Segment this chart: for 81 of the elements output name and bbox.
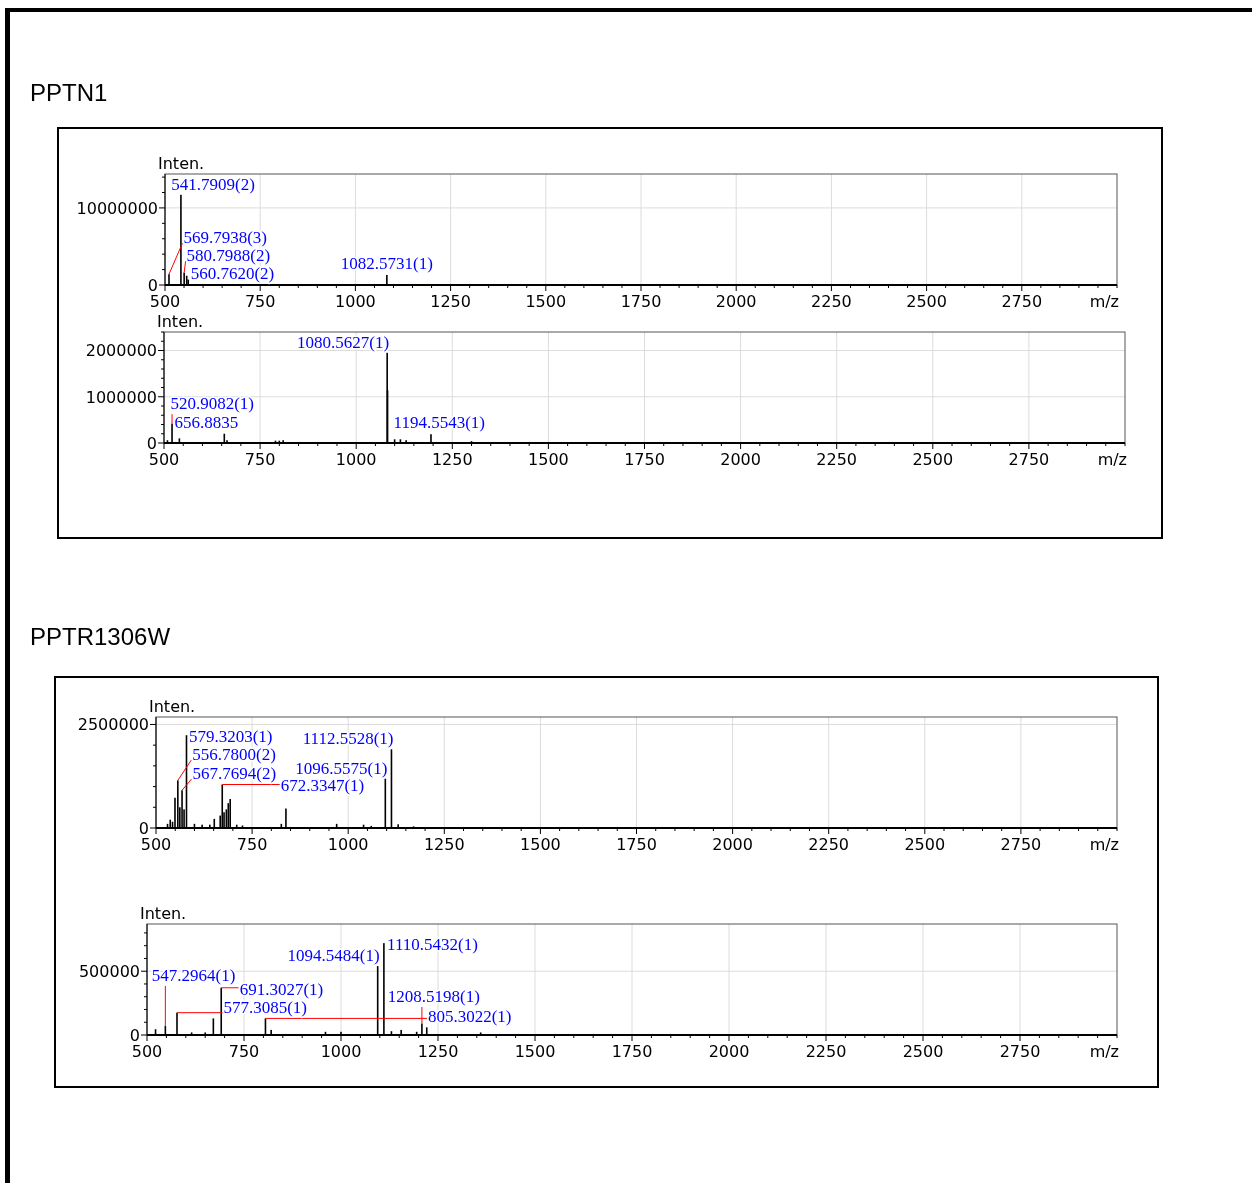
annotation: 520.9082(1) xyxy=(170,394,255,414)
x-tick-label: 1750 xyxy=(624,450,665,469)
x-tick-label: 1000 xyxy=(320,1042,362,1061)
x-tick-label: 2500 xyxy=(912,450,954,469)
x-tick-label: 1500 xyxy=(514,1042,556,1061)
y-axis-title: Inten. xyxy=(149,697,196,716)
x-tick-label: 750 xyxy=(228,1042,260,1061)
y-tick-label: 0 xyxy=(147,275,158,295)
y-tick-label: 0 xyxy=(138,818,149,838)
annotation: 577.3085(1) xyxy=(223,998,307,1018)
annotation: 805.3022(1) xyxy=(427,1007,512,1027)
annotation: 1208.5198(1) xyxy=(387,987,480,1007)
y-axis-title: Inten. xyxy=(140,904,187,923)
y-tick-label: 2500000 xyxy=(77,715,149,735)
x-tick-label: 1000 xyxy=(335,450,377,469)
annotation: 672.3347(1) xyxy=(280,776,365,796)
chart-title: PPTR1306W xyxy=(30,623,171,650)
annotation: 1112.5528(1) xyxy=(302,729,394,749)
annotation: 1096.5575(1) xyxy=(295,758,388,778)
x-tick-label: 2750 xyxy=(1001,292,1043,311)
y-axis-title: Inten. xyxy=(158,154,205,173)
x-tick-label: 750 xyxy=(244,450,276,469)
y-tick-label: 2000000 xyxy=(85,341,157,361)
x-tick-label: 2500 xyxy=(904,835,946,854)
x-axis-title: m/z xyxy=(1089,292,1119,311)
x-tick-label: 750 xyxy=(236,835,268,854)
x-tick-label: 2000 xyxy=(708,1042,750,1061)
x-axis-title: m/z xyxy=(1097,450,1127,469)
x-tick-label: 1000 xyxy=(327,835,369,854)
y-tick-label: 1000000 xyxy=(85,387,157,407)
x-axis-title: m/z xyxy=(1089,835,1119,854)
y-tick-label: 10000000 xyxy=(76,198,158,218)
annotation: 567.7694(2) xyxy=(192,764,277,784)
x-tick-label: 1750 xyxy=(611,1042,653,1061)
x-tick-label: 2250 xyxy=(811,292,852,311)
x-tick-label: 2000 xyxy=(715,292,757,311)
y-tick-label: 500000 xyxy=(78,961,140,981)
x-tick-label: 1250 xyxy=(431,450,473,469)
x-tick-label: 1750 xyxy=(616,835,657,854)
annotation: 1082.5731(1) xyxy=(340,253,433,273)
annotation: 547.2964(1) xyxy=(151,966,236,986)
annotation: 1194.5543(1) xyxy=(393,413,485,433)
x-tick-label: 2500 xyxy=(902,1042,944,1061)
x-tick-label: 2500 xyxy=(906,292,947,311)
x-tick-label: 2250 xyxy=(805,1042,847,1061)
x-tick-label: 1500 xyxy=(528,450,569,469)
annotation: 560.7620(2) xyxy=(190,264,275,284)
x-tick-label: 500 xyxy=(149,292,181,311)
annotation: 1110.5432(1) xyxy=(387,934,478,954)
x-tick-label: 1250 xyxy=(417,1042,459,1061)
x-tick-label: 2250 xyxy=(816,450,858,469)
x-tick-label: 2000 xyxy=(712,835,753,854)
x-tick-label: 1500 xyxy=(520,835,561,854)
y-tick-label: 0 xyxy=(146,433,157,453)
x-tick-label: 750 xyxy=(244,292,276,311)
x-tick-label: 1500 xyxy=(525,292,567,311)
x-tick-label: 1250 xyxy=(423,835,465,854)
annotation: 656.8835 xyxy=(174,413,239,433)
annotation: 569.7938(3) xyxy=(183,228,267,248)
annotation: 579.3203(1) xyxy=(188,727,273,747)
x-tick-label: 1000 xyxy=(335,292,376,311)
chart-title: PPTN1 xyxy=(30,79,108,106)
x-tick-label: 2250 xyxy=(808,835,850,854)
annotation: 691.3027(1) xyxy=(239,979,324,999)
annotation: 580.7988(2) xyxy=(186,246,271,266)
annotation: 556.7800(2) xyxy=(192,745,276,765)
x-tick-label: 500 xyxy=(140,835,172,854)
y-tick-label: 0 xyxy=(129,1025,140,1045)
annotation: 541.7909(2) xyxy=(171,174,255,194)
x-tick-label: 500 xyxy=(148,450,180,469)
x-tick-label: 500 xyxy=(131,1042,163,1061)
annotation: 1094.5484(1) xyxy=(287,945,380,965)
x-tick-label: 2750 xyxy=(999,1042,1041,1061)
x-axis-title: m/z xyxy=(1089,1042,1119,1061)
x-tick-label: 2000 xyxy=(720,450,761,469)
x-tick-label: 2750 xyxy=(1000,835,1042,854)
x-tick-label: 1250 xyxy=(430,292,471,311)
y-axis-title: Inten. xyxy=(157,312,204,331)
x-tick-label: 2750 xyxy=(1008,450,1050,469)
x-tick-label: 1750 xyxy=(620,292,662,311)
annotation: 1080.5627(1) xyxy=(297,332,390,352)
